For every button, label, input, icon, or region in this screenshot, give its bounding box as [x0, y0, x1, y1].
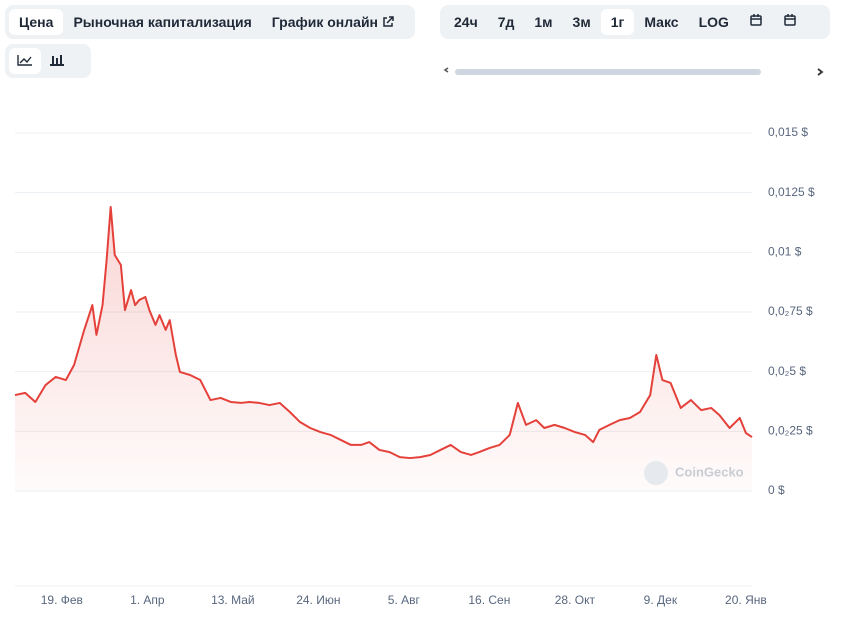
x-tick-label: 5. Авг — [388, 593, 421, 607]
x-tick-label: 20. Янв — [725, 593, 767, 607]
calendar-icon — [750, 14, 762, 26]
calendar-button[interactable] — [739, 9, 773, 35]
range-button[interactable]: 7д — [497, 14, 515, 30]
line-chart-button[interactable] — [9, 48, 41, 74]
scroll-right[interactable] — [817, 68, 824, 76]
candle-icon — [50, 55, 64, 66]
range-button[interactable]: LOG — [698, 14, 729, 30]
watermark-logo — [644, 461, 668, 485]
x-tick-label: 24. Июн — [296, 593, 340, 607]
range-button[interactable]: 1м — [534, 14, 553, 30]
x-tick-label: 1. Апр — [130, 593, 165, 607]
price-line — [14, 205, 753, 460]
range-button[interactable]: Макс — [644, 14, 679, 30]
candle-chart-button[interactable] — [41, 48, 73, 74]
area — [15, 206, 752, 491]
x-tick-label: 28. Окт — [555, 593, 596, 607]
x-tick-label: 16. Сен — [468, 593, 510, 607]
y-tick-label: 0,0₂25 $ — [768, 424, 813, 438]
x-tick-label: 13. Май — [211, 593, 255, 607]
tab-group: Цена Рыночная капитализация График онлай… — [5, 5, 415, 39]
y-tick-label: 0,01 $ — [768, 245, 802, 259]
x-tick-label: 19. Фев — [41, 593, 83, 607]
y-tick-label: 0,0₂75 $ — [768, 304, 813, 318]
watermark: CoinGecko — [675, 464, 744, 479]
more-icon — [784, 14, 796, 26]
tab[interactable]: График онлайн — [262, 9, 404, 35]
range-button[interactable]: 3м — [572, 14, 591, 30]
y-tick-label: 0,0125 $ — [768, 185, 815, 199]
line-icon — [17, 55, 32, 66]
y-tick-label: 0,015 $ — [768, 125, 808, 139]
y-tick-label: 0,0₂5 $ — [768, 364, 806, 378]
chart-type-group — [5, 44, 91, 78]
tab[interactable]: Рыночная капитализация — [73, 14, 252, 30]
external-icon — [383, 16, 394, 27]
more-button[interactable] — [773, 9, 807, 35]
y-tick-label: 0 $ — [768, 483, 785, 497]
tab-label: График онлайн — [271, 14, 379, 30]
scrollbar[interactable] — [455, 69, 761, 75]
range-button[interactable]: 1г — [600, 9, 635, 35]
range-group: 24ч 7д 1м 3м 1г Макс LOG — [440, 5, 830, 39]
scroll-left[interactable] — [443, 67, 449, 73]
tab[interactable]: Цена — [9, 9, 64, 35]
x-tick-label: 9. Дек — [644, 593, 678, 607]
range-button[interactable]: 24ч — [454, 14, 478, 30]
